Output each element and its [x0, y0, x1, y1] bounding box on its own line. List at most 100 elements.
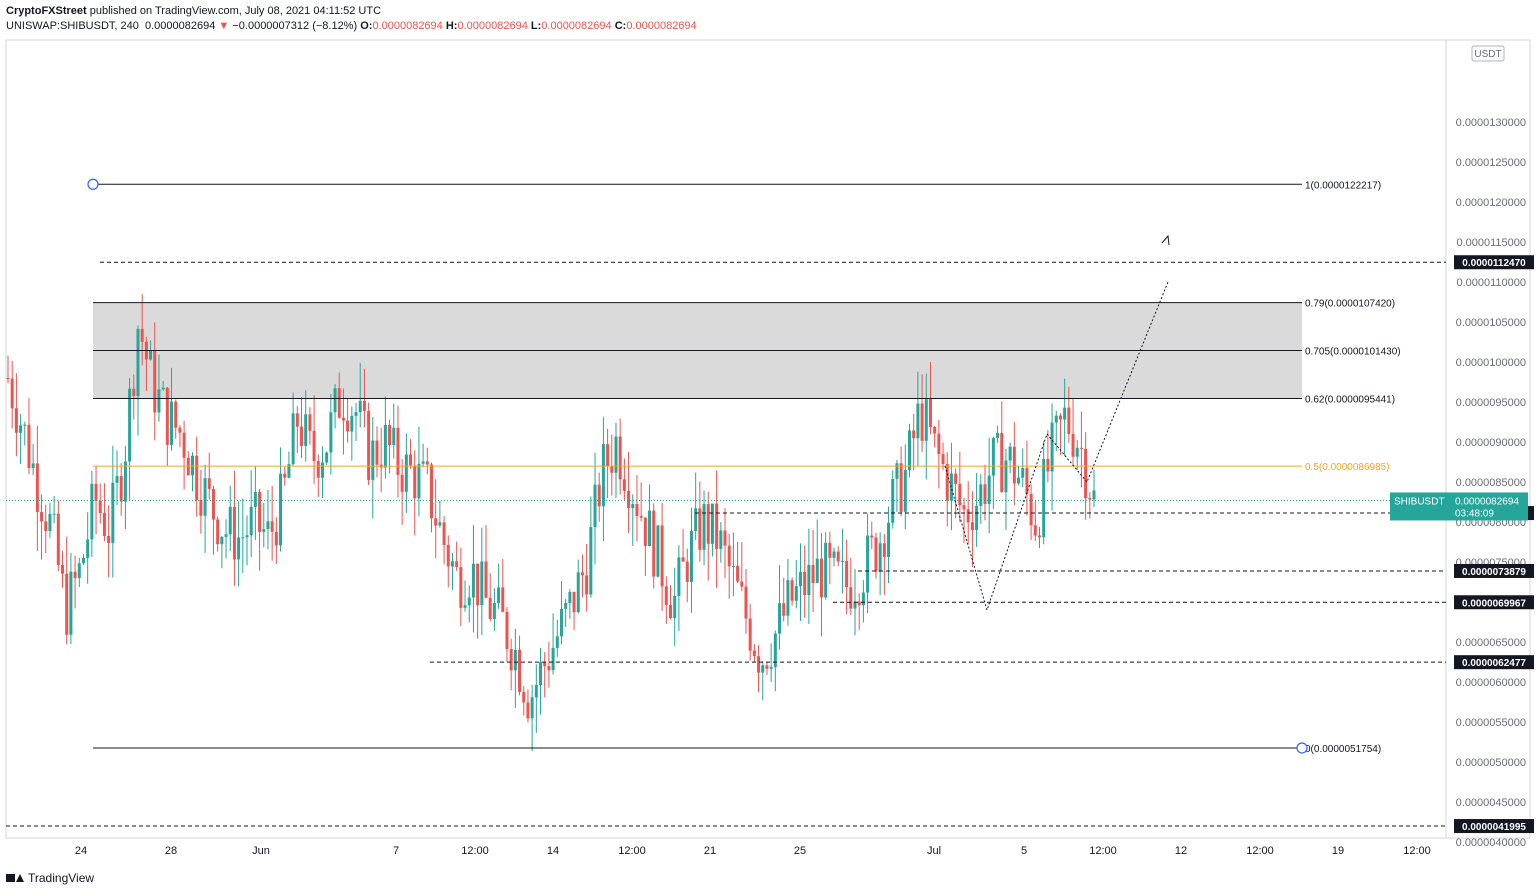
candle-body	[551, 647, 555, 671]
candle-body	[425, 461, 429, 465]
candle-body	[920, 403, 924, 441]
candle-body	[807, 564, 811, 595]
candle-body	[471, 563, 475, 598]
candle-body	[123, 461, 127, 502]
price-tag-label: 0.0000069967	[1462, 598, 1526, 609]
x-tick-label: 12:00	[461, 845, 489, 857]
candle-body	[534, 684, 538, 698]
candle-body	[262, 529, 266, 532]
high-value: 0.0000082694	[457, 20, 528, 32]
candle-body	[358, 400, 362, 413]
candle-body	[618, 436, 622, 480]
candle-body	[73, 571, 77, 579]
fib-level-label: 0.62(0.0000095441)	[1305, 394, 1395, 405]
candle-body	[161, 387, 165, 390]
candle-body	[371, 440, 375, 480]
candle-body	[237, 537, 241, 560]
candle-body	[723, 530, 727, 546]
candle-body	[304, 414, 308, 446]
candle-body	[895, 463, 899, 479]
candle-body	[828, 542, 832, 558]
candle-body	[731, 565, 735, 567]
price-tag-bg	[1454, 819, 1534, 834]
fib-anchor-low	[1296, 742, 1308, 754]
x-tick-label: 25	[794, 845, 806, 857]
price-tag-bg	[1454, 595, 1534, 610]
fib-level-label: 1(0.0000122217)	[1305, 180, 1381, 191]
candle-body	[660, 525, 664, 587]
candle-body	[492, 603, 496, 619]
candle-body	[815, 558, 819, 584]
candle-body	[476, 563, 480, 606]
candle-body	[740, 581, 744, 587]
y-tick-label: 0.0000040000	[1456, 837, 1526, 849]
low-label: L:	[530, 20, 542, 32]
x-tick-label: 21	[704, 845, 716, 857]
candle-body	[601, 444, 605, 507]
x-tick-label: Jul	[927, 845, 941, 857]
candle-body	[698, 508, 702, 550]
y-tick-label: 0.0000045000	[1456, 797, 1526, 809]
candle-body	[274, 531, 278, 546]
candle-body	[710, 503, 714, 544]
candle-body	[111, 482, 115, 544]
candle-body	[375, 440, 379, 465]
candle-body	[228, 506, 232, 535]
candle-body	[857, 601, 861, 606]
x-tick-label: Jun	[252, 845, 270, 857]
candle-body	[547, 666, 551, 671]
plot-frame	[5, 39, 1531, 839]
candle-body	[488, 597, 492, 619]
candle-body	[811, 564, 815, 584]
x-tick-label: 7	[393, 845, 399, 857]
candle-body	[157, 389, 161, 413]
candle-body	[861, 592, 865, 606]
candle-body	[652, 510, 656, 577]
candle-body	[1058, 415, 1062, 420]
candle-body	[295, 413, 299, 427]
candle-body	[1033, 525, 1037, 536]
candle-body	[639, 516, 643, 518]
footer-brand[interactable]: TradingView	[6, 871, 94, 885]
candle-body	[484, 561, 488, 598]
projection-path	[944, 281, 1169, 612]
publisher-name[interactable]: CryptoFXStreet	[6, 5, 87, 17]
candle-body	[207, 478, 211, 489]
y-tick-label: 0.0000060000	[1456, 677, 1526, 689]
x-tick-label: 24	[75, 845, 87, 857]
candle-body	[467, 597, 471, 606]
candle-body	[94, 483, 98, 501]
price-tag-label: 0.0000041995	[1462, 822, 1526, 833]
candle-body	[966, 509, 970, 523]
x-tick-label: 28	[165, 845, 177, 857]
x-tick-label: 12:00	[1403, 845, 1431, 857]
candle-body	[1021, 468, 1025, 478]
candle-body	[631, 503, 635, 509]
candle-body	[539, 662, 543, 685]
candle-body	[518, 649, 522, 693]
candle-body	[1012, 446, 1016, 484]
low-value: 0.0000082694	[541, 20, 612, 32]
unit-badge	[1471, 45, 1505, 62]
candle-body	[253, 492, 257, 507]
candle-body	[509, 649, 513, 671]
candle-body	[1071, 433, 1075, 457]
price-change: −0.0000007312 (−8.12%)	[232, 20, 358, 32]
candle-body	[350, 415, 354, 432]
symbol-label[interactable]: UNISWAP:SHIBUSDT, 240	[6, 20, 139, 32]
current-price-label: 0.0000082694	[1455, 496, 1519, 507]
x-tick-label: 5	[1021, 845, 1027, 857]
y-tick-label: 0.0000095000	[1456, 397, 1526, 409]
candle-body	[119, 476, 123, 502]
candle-body	[903, 469, 907, 512]
candle-body	[933, 426, 937, 434]
y-tick-label: 0.0000115000	[1456, 237, 1526, 249]
candle-body	[773, 633, 777, 668]
candle-body	[128, 388, 132, 462]
x-tick-label: 14	[547, 845, 559, 857]
candle-body	[404, 454, 408, 492]
candle-body	[979, 484, 983, 506]
candle-body	[102, 513, 106, 536]
candle-body	[1042, 458, 1046, 538]
